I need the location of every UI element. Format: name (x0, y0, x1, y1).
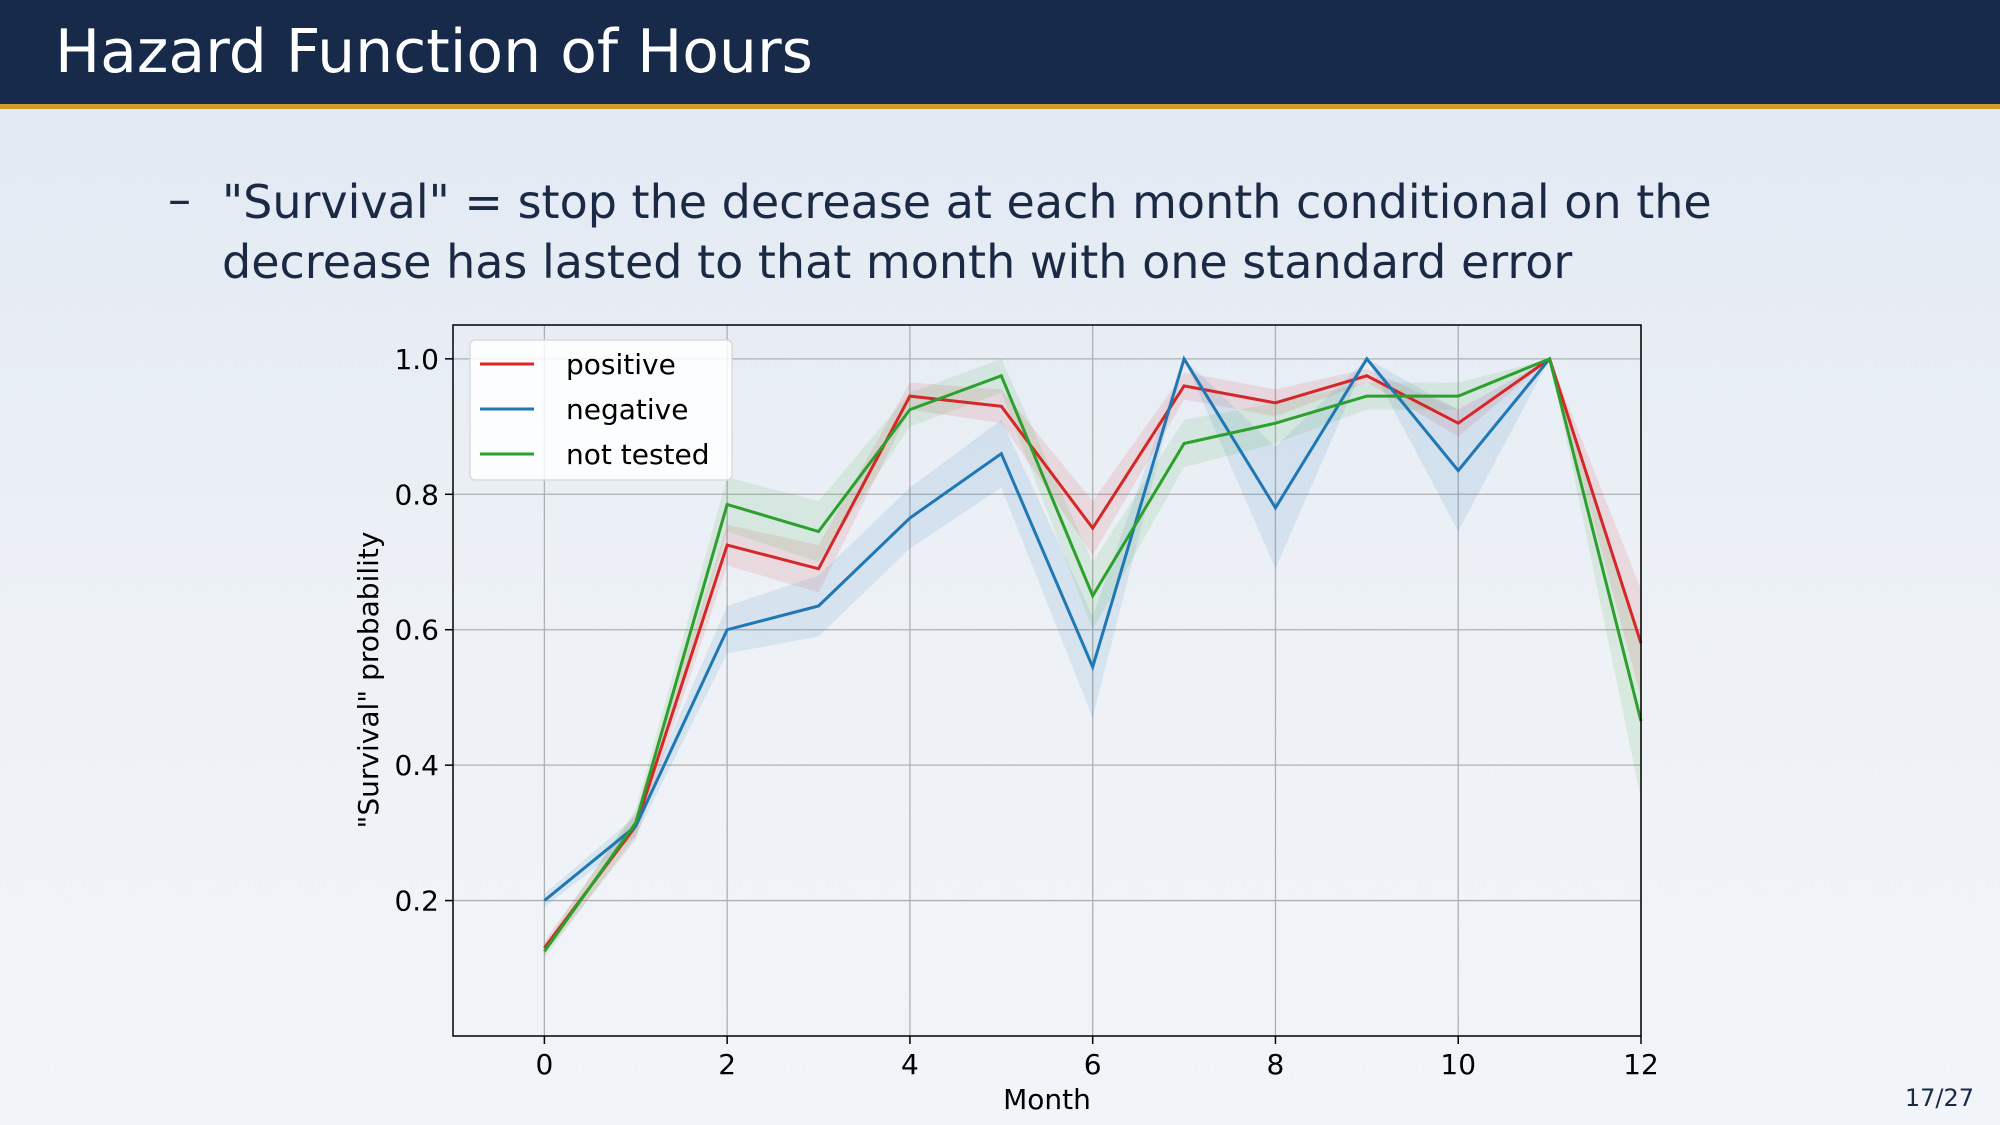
series-line-not-tested (543, 356, 1643, 953)
page-total: 27 (1943, 1084, 1974, 1112)
plot-frame (452, 324, 1642, 1037)
y-tick-label: 1.0 (394, 343, 439, 376)
page-separator: / (1935, 1084, 1944, 1112)
x-tick-label: 10 (1440, 1048, 1476, 1081)
error-bands (544, 358, 1641, 959)
series-line-negative (543, 355, 1551, 902)
x-axis-ticks: 0 2 4 6 8 10 12 (535, 1036, 1659, 1081)
x-tick-label: 8 (1267, 1048, 1285, 1081)
legend: positive negative not tested (469, 339, 733, 481)
x-tick-label: 4 (901, 1048, 919, 1081)
legend-label: positive (566, 348, 676, 381)
x-tick-label: 0 (535, 1048, 553, 1081)
y-tick-label: 0.6 (394, 614, 439, 647)
x-axis-label: Month (1003, 1083, 1091, 1116)
slide-header: Hazard Function of Hours (0, 0, 2000, 109)
x-tick-label: 12 (1623, 1048, 1659, 1081)
error-band-negative (544, 358, 1550, 908)
x-tick-label: 6 (1084, 1048, 1102, 1081)
y-tick-label: 0.4 (394, 749, 439, 782)
error-band-not-tested (544, 358, 1641, 959)
legend-label: not tested (566, 438, 710, 471)
page-current: 17 (1904, 1084, 1936, 1112)
bullet-dash: – (168, 172, 191, 226)
y-axis-ticks: 0.2 0.4 0.6 0.8 1.0 (394, 343, 453, 918)
grid-lines (453, 325, 1642, 1036)
bullet-line-2: decrease has lasted to that month with o… (222, 235, 1573, 289)
series-lines (543, 355, 1643, 953)
y-tick-label: 0.8 (394, 478, 439, 511)
bullet-line-1: "Survival" = stop the decrease at each m… (222, 175, 1712, 229)
y-tick-label: 0.2 (394, 885, 439, 918)
page-number: 17/27 (1905, 1084, 1974, 1112)
slide-title: Hazard Function of Hours (55, 17, 813, 87)
x-tick-label: 2 (718, 1048, 736, 1081)
legend-label: negative (566, 393, 688, 426)
bullet-text: "Survival" = stop the decrease at each m… (222, 172, 1922, 292)
legend-box (469, 339, 733, 481)
y-axis-label: "Survival" probability (352, 532, 385, 829)
series-line-positive (543, 356, 1643, 949)
